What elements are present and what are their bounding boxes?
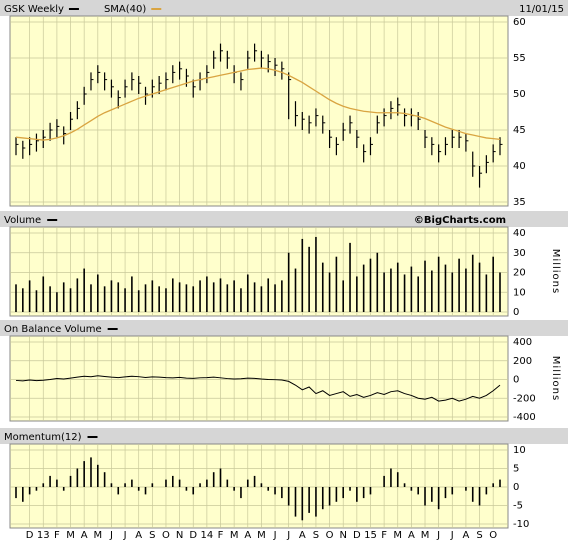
x-tick-label: M [421,530,430,541]
x-tick-label: J [123,530,127,541]
x-tick-label: F [381,530,387,541]
y-tick-label: 50 [513,89,526,100]
y-tick-label: 35 [513,197,526,208]
x-tick-label: D [353,530,361,541]
x-tick-label: O [162,530,170,541]
x-tick-label: F [218,530,224,541]
line [15,375,501,402]
x-tick-label: 14 [201,530,214,541]
legend-label: SMA(40) [104,4,146,15]
x-tick-label: N [176,530,183,541]
y-tick-label: 0 [513,482,519,493]
x-tick-label: M [230,530,239,541]
x-tick-label: A [408,530,415,541]
x-tick-label: D [189,530,197,541]
x-tick-label: J [286,530,290,541]
y-axis-label: Millions [550,249,561,294]
x-tick-label: 15 [364,530,377,541]
y-tick-label: 10 [513,445,526,456]
y-tick-label: 20 [513,268,526,279]
panel-header [0,0,568,16]
y-tick-label: 400 [513,337,532,348]
sma-line [15,67,501,141]
x-tick-label: A [299,530,306,541]
y-tick-label: 60 [513,17,526,28]
y-tick-label: 0 [513,307,519,318]
panel-header [0,211,568,227]
x-tick-label: M [393,530,402,541]
panel-title: Momentum(12) [4,432,82,443]
x-tick-label: O [489,530,497,541]
x-tick-label: M [257,530,266,541]
x-tick-label: S [476,530,482,541]
y-tick-label: 0 [513,375,519,386]
x-tick-label: J [109,530,113,541]
y-tick-label: 45 [513,125,526,136]
x-tick-label: A [462,530,469,541]
x-tick-label: N [339,530,346,541]
x-tick-label: S [149,530,155,541]
y-tick-label: 5 [513,464,519,475]
legend-label: GSK Weekly [4,4,64,15]
x-tick-label: J [273,530,277,541]
y-tick-label: 200 [513,356,532,367]
plot-area [9,15,509,207]
y-tick-label: -5 [513,501,523,512]
x-tick-label: A [244,530,251,541]
y-tick-label: 40 [513,228,526,239]
watermark: ©BigCharts.com [414,215,506,226]
y-tick-label: 55 [513,53,526,64]
x-tick-label: A [81,530,88,541]
y-tick-label: -200 [513,393,536,404]
panel-header [0,428,568,444]
x-tick-label: 13 [37,530,50,541]
x-tick-label: D [26,530,34,541]
y-axis-label: Millions [550,356,561,401]
date-label: 11/01/15 [519,4,564,15]
y-tick-label: -10 [513,519,529,530]
x-tick-label: M [93,530,102,541]
x-tick-label: F [54,530,60,541]
x-tick-label: S [313,530,319,541]
x-tick-label: O [326,530,334,541]
x-tick-label: J [450,530,454,541]
x-tick-label: J [436,530,440,541]
panel-title: On Balance Volume [4,324,102,335]
x-tick-label: M [66,530,75,541]
y-tick-label: 10 [513,287,526,298]
y-tick-label: 40 [513,161,526,172]
y-tick-label: 30 [513,248,526,259]
x-tick-label: A [135,530,142,541]
panel-header [0,320,568,336]
y-tick-label: -400 [513,412,536,423]
panel-title: Volume [4,215,41,226]
